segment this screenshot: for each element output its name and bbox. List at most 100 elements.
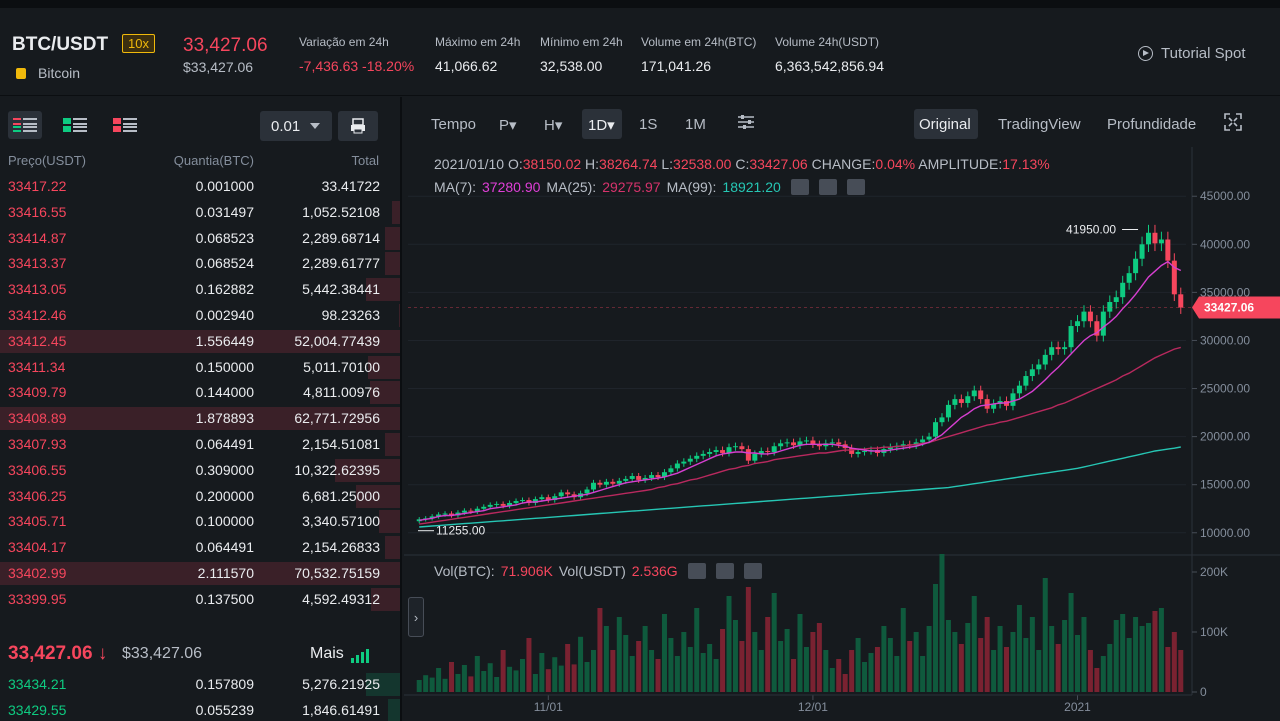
tutorial-spot-link[interactable]: Tutorial Spot <box>1138 45 1246 62</box>
vol-usdt-value: 2.536G <box>631 563 678 579</box>
candle-body <box>778 443 784 447</box>
ma7-line <box>419 260 1182 521</box>
ask-row[interactable]: 33408.89 1.878893 62,771.72956 <box>0 406 400 432</box>
candle-body <box>487 504 493 507</box>
row-price: 33406.55 <box>8 461 67 478</box>
row-price: 33434.21 <box>8 676 67 692</box>
eye-icon[interactable] <box>790 179 809 195</box>
volume-bar <box>610 650 616 692</box>
ask-row[interactable]: 33412.46 0.002940 98.23263 <box>0 303 400 329</box>
row-quantity: 0.068524 <box>195 255 254 272</box>
row-price: 33409.79 <box>8 384 67 401</box>
volume-bar <box>1042 578 1048 692</box>
ask-row[interactable]: 33411.34 0.150000 5,011.70100 <box>0 355 400 381</box>
volume-bar <box>862 662 868 692</box>
price-tick-label: 30000.00 <box>1200 333 1250 347</box>
expand-panel-button[interactable]: › <box>408 597 424 637</box>
eye-icon[interactable] <box>687 563 706 579</box>
interval-1d[interactable]: 1D▾ <box>588 117 615 134</box>
bid-row[interactable]: 33429.55 0.055239 1,846.61491 <box>0 698 400 721</box>
interval-1m[interactable]: 1M <box>685 116 706 133</box>
col-qty-header: Quantia(BTC) <box>173 153 254 168</box>
depth-bar <box>0 329 400 353</box>
indicator-settings-button[interactable] <box>737 113 755 135</box>
ask-row[interactable]: 33413.05 0.162882 5,442.38441 <box>0 277 400 303</box>
layout-bids-button[interactable] <box>58 111 92 139</box>
volume-bar <box>907 641 913 692</box>
legend-open: 38150.02 <box>522 156 582 172</box>
candle-body <box>978 390 984 400</box>
settings-icon[interactable] <box>715 563 734 579</box>
row-total: 62,771.72956 <box>294 410 380 427</box>
interval-1w[interactable]: 1S <box>639 116 658 133</box>
candle-body <box>584 489 590 494</box>
vol-usdt-label: Vol(USDT) <box>558 563 626 579</box>
volume-bar <box>739 641 745 692</box>
ask-row[interactable]: 33406.55 0.309000 10,322.62395 <box>0 458 400 484</box>
price-tick-label: 20000.00 <box>1200 430 1250 444</box>
fullscreen-button[interactable] <box>1224 113 1242 135</box>
print-button[interactable] <box>338 111 378 141</box>
mid-price-row: 33,427.06 ↓ $33,427.06 Mais <box>0 637 400 671</box>
volume-bar <box>655 659 661 692</box>
ask-row[interactable]: 33409.79 0.144000 4,811.00976 <box>0 380 400 406</box>
view-tradingview[interactable]: TradingView <box>998 116 1081 133</box>
interval-minutes[interactable]: P▾ <box>499 117 517 134</box>
bid-row[interactable]: 33434.21 0.157809 5,276.21925 <box>0 672 400 698</box>
ask-row[interactable]: 33412.45 1.556449 52,004.77439 <box>0 329 400 355</box>
ask-row[interactable]: 33414.87 0.068523 2,289.68714 <box>0 226 400 252</box>
candle-body <box>603 481 609 485</box>
ask-row[interactable]: 33405.71 0.100000 3,340.57100 <box>0 509 400 535</box>
volume-bar <box>578 636 584 692</box>
volume-bar <box>1171 632 1177 692</box>
settings-icon[interactable] <box>818 179 837 195</box>
candle-body <box>707 452 713 454</box>
candle-body <box>1094 321 1100 336</box>
legend-close: 33427.06 <box>749 156 808 172</box>
candle-body <box>862 451 868 453</box>
volume-bar <box>461 665 467 692</box>
ask-row[interactable]: 33413.37 0.068524 2,289.61777 <box>0 251 400 277</box>
pair-title[interactable]: BTC/USDT <box>12 34 109 55</box>
coin-name-link[interactable]: Bitcoin <box>38 65 81 81</box>
volume-bar <box>803 647 809 692</box>
layout-both-button[interactable] <box>8 111 42 139</box>
volume-bar <box>565 644 571 692</box>
volume-bar <box>1100 656 1106 692</box>
precision-select[interactable]: 0.01 <box>260 111 332 141</box>
volume-bar <box>1062 620 1068 692</box>
ma99-value: 18921.20 <box>722 179 781 195</box>
row-price: 33412.46 <box>8 306 67 323</box>
close-icon[interactable] <box>743 563 762 579</box>
precision-value: 0.01 <box>271 117 301 135</box>
ask-row[interactable]: 33399.95 0.137500 4,592.49312 <box>0 587 400 613</box>
more-button[interactable]: Mais <box>310 645 369 663</box>
candle-body <box>887 447 893 450</box>
row-total: 33.41722 <box>321 178 380 194</box>
view-original[interactable]: Original <box>919 116 971 133</box>
interval-time[interactable]: Tempo <box>431 116 477 133</box>
view-depth[interactable]: Profundidade <box>1107 116 1197 133</box>
row-quantity: 0.309000 <box>195 461 254 478</box>
ask-row[interactable]: 33404.17 0.064491 2,154.26833 <box>0 535 400 561</box>
candle-body <box>1081 311 1087 322</box>
ask-row[interactable]: 33402.99 2.111570 70,532.75159 <box>0 561 400 587</box>
ask-row[interactable]: 33406.25 0.200000 6,681.25000 <box>0 484 400 510</box>
volume-bar <box>532 674 538 692</box>
volume-bar <box>868 653 874 692</box>
candle-body <box>971 390 977 397</box>
volume-bar <box>1087 650 1093 692</box>
ask-row[interactable]: 33417.22 0.001000 33.41722 <box>0 174 400 200</box>
volume-bar <box>661 614 667 692</box>
volume-bar <box>1068 593 1074 692</box>
close-icon[interactable] <box>846 179 865 195</box>
candlestick-chart[interactable]: 45000.00 40000.00 35000.00 30000.00 25000.00… <box>404 147 1280 721</box>
row-price: 33417.22 <box>8 178 67 194</box>
price-tick-label: 40000.00 <box>1200 237 1250 251</box>
legend-low-label: L: <box>661 156 674 172</box>
ask-row[interactable]: 33416.55 0.031497 1,052.52108 <box>0 200 400 226</box>
candle-body <box>803 440 809 442</box>
ask-row[interactable]: 33407.93 0.064491 2,154.51081 <box>0 432 400 458</box>
interval-hours[interactable]: H▾ <box>544 117 563 134</box>
layout-asks-button[interactable] <box>108 111 142 139</box>
